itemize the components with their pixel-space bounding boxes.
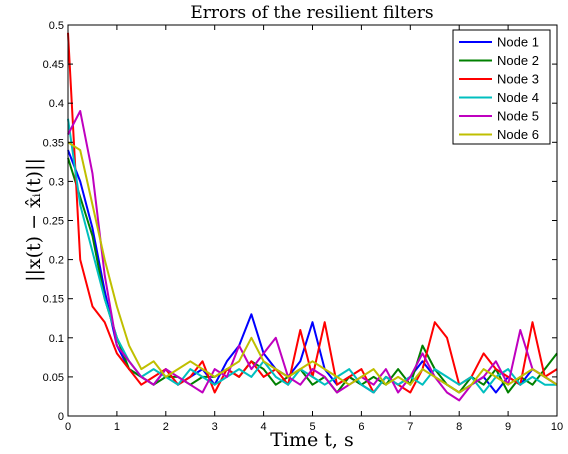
legend-label-node-5: Node 5 — [497, 109, 539, 124]
x-tick-label: 10 — [551, 421, 563, 433]
legend-label-node-3: Node 3 — [497, 72, 539, 87]
x-tick-label: 6 — [358, 421, 364, 433]
y-tick-label: 0.35 — [43, 137, 64, 149]
x-tick-label: 5 — [309, 421, 315, 433]
legend-label-node-2: Node 2 — [497, 53, 539, 68]
x-tick-label: 3 — [212, 421, 218, 433]
x-tick-label: 8 — [456, 421, 462, 433]
legend-label-node-1: Node 1 — [497, 35, 539, 50]
y-tick-label: 0.4 — [49, 98, 64, 110]
y-tick-label: 0.2 — [49, 255, 64, 267]
x-tick-label: 0 — [65, 421, 71, 433]
y-axis-label: ||x(t) − x̂ᵢ(t)|| — [23, 158, 45, 282]
y-tick-label: 0.5 — [49, 20, 64, 32]
ticks-layer: 0 1 2 3 4 5 6 7 8 9 10 0 0.05 0.1 0.15 0.2 0.25 0.3 0.35 0.… — [43, 20, 564, 433]
x-tick-label: 7 — [407, 421, 413, 433]
y-tick-label: 0 — [58, 411, 64, 423]
chart-title: Errors of the resilient filters — [190, 3, 433, 23]
legend: Node 1 Node 2 Node 3 Node 4 Node 5 Node 6 — [452, 29, 551, 145]
series-line-node-5 — [67, 110, 558, 402]
y-tick-label: 0.1 — [49, 333, 64, 345]
x-tick-label: 4 — [261, 421, 267, 433]
y-tick-label: 0.45 — [43, 59, 64, 71]
legend-box — [452, 29, 551, 145]
y-tick-label: 0.15 — [43, 294, 64, 306]
series-line-node-6 — [67, 141, 558, 394]
x-axis-label: Time t, s — [270, 429, 354, 451]
x-tick-label: 9 — [505, 421, 511, 433]
legend-label-node-6: Node 6 — [497, 127, 539, 142]
x-tick-label: 2 — [163, 421, 169, 433]
legend-label-node-4: Node 4 — [497, 90, 539, 105]
x-tick-label: 1 — [114, 421, 120, 433]
y-tick-label: 0.05 — [43, 372, 64, 384]
y-tick-label: 0.3 — [49, 176, 64, 188]
y-tick-label: 0.25 — [43, 216, 64, 228]
series-layer — [67, 32, 558, 402]
